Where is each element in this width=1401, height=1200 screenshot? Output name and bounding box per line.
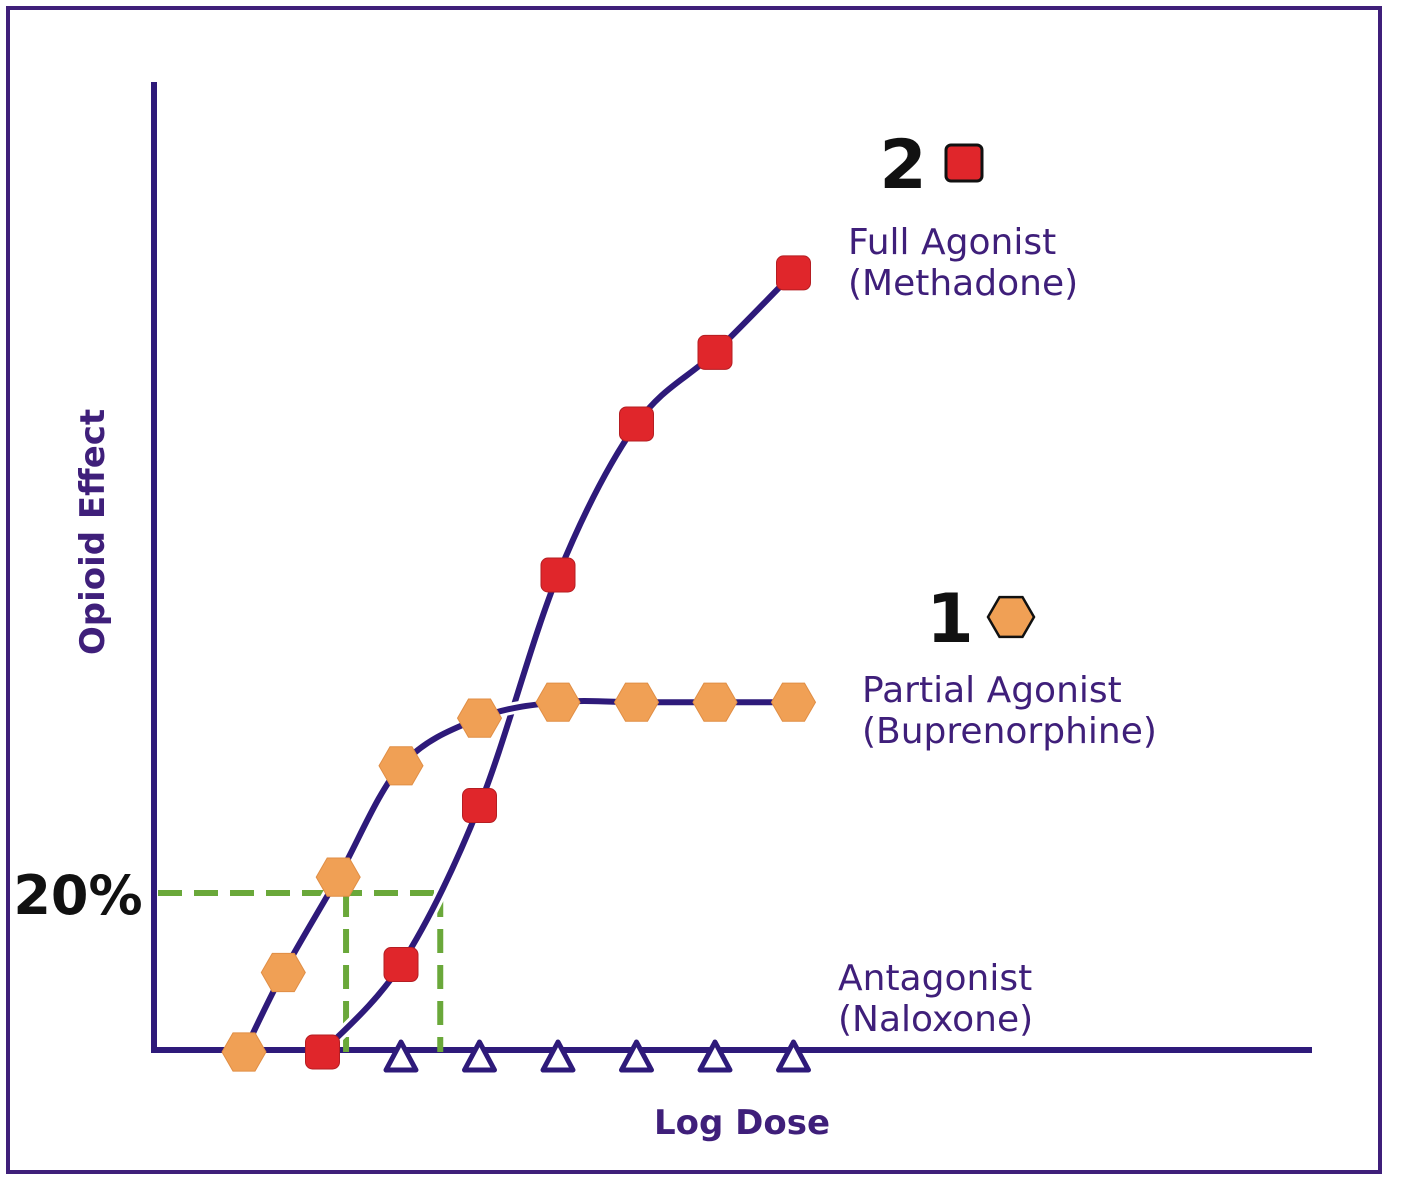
series-square-point-6: [697, 334, 733, 370]
series-hexagon-line: [241, 698, 797, 1055]
series-hexagon-number: 1: [926, 580, 973, 659]
series-square-name-line-2: (Methadone): [848, 263, 1078, 304]
series-square-name-line-1: Full Agonist: [848, 222, 1056, 263]
series-square-point-2: [383, 947, 419, 983]
series-square-name-label: Full Agonist (Methadone): [848, 222, 1078, 304]
series-triangle-name-label: Antagonist (Naloxone): [838, 958, 1033, 1040]
series-hexagon-point-6: [535, 682, 581, 722]
series-labels: 20% Full Agonist (Methadone) 2 Partial Agoni…: [13, 126, 1157, 1040]
series-hexagon-name-line-2: (Buprenorphine): [862, 711, 1157, 752]
series-markers: [221, 255, 817, 1073]
series-triangle-point-1: [383, 1039, 419, 1073]
series-square-point-3: [462, 788, 497, 824]
series-hexagon-point-8: [692, 682, 738, 722]
series-triangle-point-4: [619, 1039, 654, 1073]
series-triangle-point-6: [776, 1039, 811, 1073]
series-hexagon-name-label: Partial Agonist (Buprenorphine): [862, 670, 1157, 752]
series-hexagon-name-line-1: Partial Agonist: [862, 670, 1122, 711]
x-axis-title: Log Dose: [654, 1103, 830, 1143]
series-square-number: 2: [879, 126, 926, 205]
series-hexagon-point-7: [613, 682, 660, 722]
series-triangle-name-line-1: Antagonist: [838, 958, 1032, 999]
series-triangle-point-5: [697, 1039, 733, 1073]
series-square-line: [319, 269, 797, 1055]
y-axis-title: Opioid Effect: [73, 409, 113, 655]
series-hexagon-point-2: [260, 952, 306, 993]
series-square-point-1: [305, 1034, 340, 1070]
series-square-point-5: [619, 406, 654, 442]
series-triangle-point-3: [540, 1039, 576, 1073]
series-lines: [238, 266, 800, 1058]
series-square-point-4: [540, 557, 576, 593]
series-hexagon-point-3: [315, 857, 361, 897]
series-hexagon-point-4: [378, 746, 424, 786]
full-agonist-legend-square-icon: [944, 143, 984, 183]
partial-agonist-legend-hexagon-icon: [986, 595, 1036, 639]
series-triangle-name-line-2: (Naloxone): [838, 999, 1033, 1040]
series-triangle-point-2: [462, 1039, 497, 1073]
series-hexagon-point-5: [456, 698, 503, 738]
series-square-line-halo: [316, 266, 800, 1058]
series-hexagon-point-9: [770, 682, 817, 722]
series-square-point-7: [776, 255, 811, 291]
annotation-20-percent-label: 20%: [13, 864, 142, 927]
chart-frame: [6, 6, 1382, 1174]
series-hexagon-point-1: [221, 1032, 267, 1072]
guide-lines: [158, 890, 444, 1052]
